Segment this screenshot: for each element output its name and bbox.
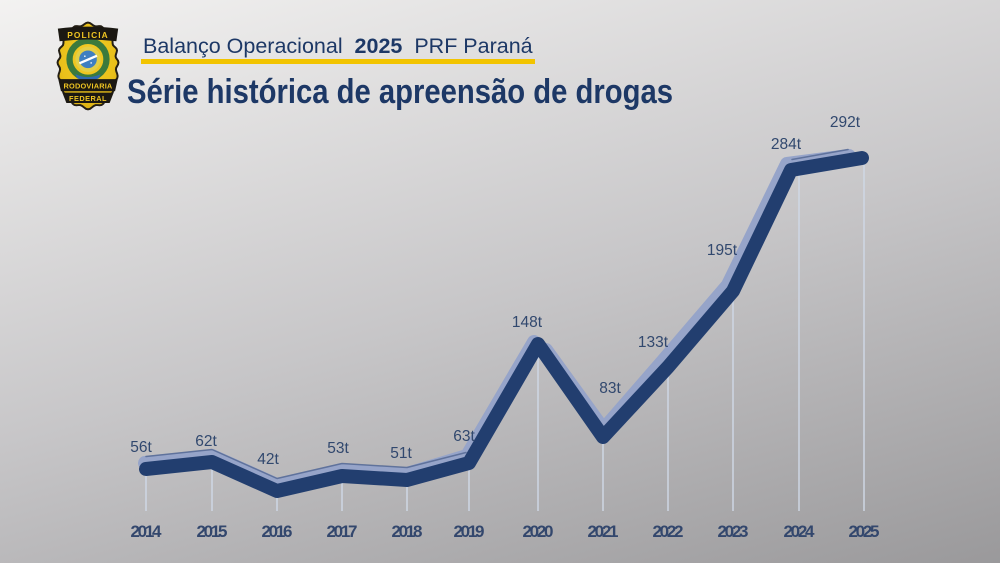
svg-text:284t: 284t: [771, 136, 802, 153]
svg-text:FEDERAL: FEDERAL: [69, 94, 107, 103]
svg-text:42t: 42t: [257, 451, 279, 468]
svg-text:2023: 2023: [718, 522, 749, 541]
svg-text:133t: 133t: [638, 334, 669, 351]
svg-text:2021: 2021: [588, 522, 619, 541]
svg-text:RODOVIARIA: RODOVIARIA: [64, 82, 113, 91]
svg-text:2018: 2018: [392, 522, 423, 541]
svg-text:56t: 56t: [130, 439, 152, 456]
svg-text:51t: 51t: [390, 445, 412, 462]
svg-text:292t: 292t: [830, 114, 861, 131]
svg-text:2017: 2017: [327, 522, 358, 541]
svg-text:83t: 83t: [599, 380, 621, 397]
svg-text:62t: 62t: [195, 433, 217, 450]
svg-text:53t: 53t: [327, 440, 349, 457]
svg-text:POLICIA: POLICIA: [67, 30, 108, 40]
svg-text:2025: 2025: [849, 522, 880, 541]
svg-text:2020: 2020: [523, 522, 554, 541]
svg-text:195t: 195t: [707, 242, 738, 259]
svg-text:63t: 63t: [453, 428, 475, 445]
svg-text:2015: 2015: [197, 522, 228, 541]
svg-text:2019: 2019: [454, 522, 485, 541]
svg-text:2016: 2016: [262, 522, 293, 541]
svg-text:2024: 2024: [784, 522, 816, 541]
svg-text:2022: 2022: [653, 522, 684, 541]
svg-text:148t: 148t: [512, 314, 543, 331]
svg-text:2014: 2014: [131, 522, 163, 541]
